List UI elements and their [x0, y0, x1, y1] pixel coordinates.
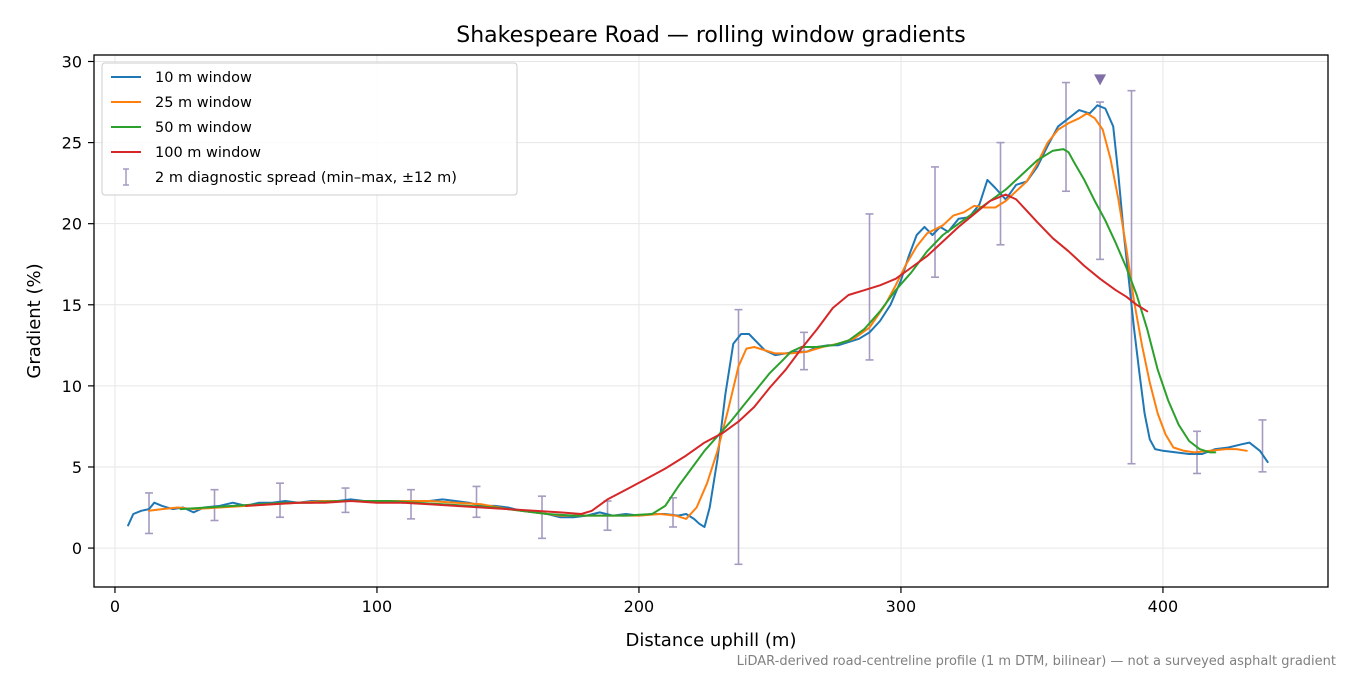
errorbar — [276, 482, 285, 519]
x-tick-label: 0 — [110, 597, 120, 616]
x-tick-label: 100 — [362, 597, 393, 616]
errorbar — [865, 213, 874, 361]
series-line-100m — [245, 193, 1149, 515]
x-tick-label: 300 — [886, 597, 917, 616]
legend-label-50m: 50 m window — [155, 120, 252, 136]
y-tick-label: 15 — [62, 296, 82, 315]
chart-title: Shakespeare Road — rolling window gradie… — [456, 23, 965, 48]
errorbar — [1258, 419, 1267, 473]
x-axis-label: Distance uphill (m) — [626, 630, 797, 651]
y-tick-label: 10 — [62, 377, 82, 396]
y-tick-label: 5 — [72, 458, 82, 477]
errorbar — [210, 488, 219, 522]
x-tick-label: 400 — [1148, 597, 1179, 616]
x-tick-label: 200 — [624, 597, 655, 616]
legend-swatch-errorbar — [123, 168, 129, 186]
errorbar — [1062, 81, 1071, 193]
errorbar — [472, 485, 481, 519]
errorbar — [931, 166, 940, 279]
y-tick-label: 20 — [62, 215, 82, 234]
footnote: LiDAR-derived road-centreline profile (1… — [737, 654, 1336, 669]
y-tick-label: 0 — [72, 539, 82, 558]
series-line-25m — [148, 112, 1248, 520]
legend-label-errorbar: 2 m diagnostic spread (min–max, ±12 m) — [155, 170, 457, 186]
errorbar — [734, 308, 743, 566]
peak-marker — [1094, 74, 1107, 86]
legend-box — [101, 62, 518, 196]
y-tick-label: 30 — [62, 52, 82, 71]
errorbar — [1096, 101, 1105, 261]
errorbar — [407, 488, 416, 520]
legend: 10 m window 25 m window 50 m window 100 … — [101, 62, 518, 196]
plot-frame — [93, 54, 1329, 588]
axis-ticks: 0 100 200 300 400 0 5 10 15 20 25 30 — [62, 52, 1179, 616]
peak-markers — [1094, 74, 1107, 86]
legend-label-10m: 10 m window — [155, 70, 252, 86]
y-tick-label: 25 — [62, 134, 82, 153]
y-axis-label: Gradient (%) — [24, 263, 45, 378]
legend-label-100m: 100 m window — [155, 145, 261, 161]
errorbar — [145, 492, 154, 535]
series-lines — [127, 104, 1269, 528]
legend-label-25m: 25 m window — [155, 95, 252, 111]
errorbar — [538, 495, 547, 540]
